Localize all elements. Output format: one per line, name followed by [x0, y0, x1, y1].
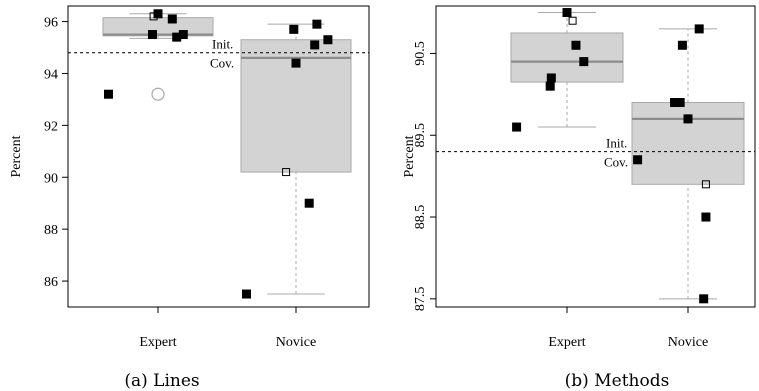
chart-panel-lines: Init. Cov. 86 88 90 92 94 96 Expert Novice Percent… [9, 5, 370, 391]
y-axis-title: Percent [9, 135, 24, 177]
data-point [323, 35, 333, 45]
mean-marker [282, 168, 291, 177]
chart-panel-methods: Init. Cov. 87.5 88.5 89.5 90.5 Expert Novice Per… [402, 5, 756, 391]
data-point [694, 24, 704, 34]
x-category-label-expert: Expert [548, 335, 585, 350]
data-point [242, 289, 251, 299]
reference-label-init: Init. [606, 136, 627, 151]
data-point [677, 40, 687, 50]
mean-marker [568, 16, 577, 25]
mean-marker [149, 12, 158, 21]
reference-label-cov: Cov. [210, 56, 234, 71]
y-tick-label: 88 [44, 223, 58, 238]
y-tick-label: 90 [44, 171, 58, 186]
data-point [675, 98, 685, 108]
y-tick-label: 89.5 [413, 123, 428, 148]
box-expert [510, 32, 624, 83]
data-point [167, 14, 177, 24]
data-point [304, 198, 314, 208]
x-category-label-expert: Expert [139, 335, 176, 350]
data-point [562, 8, 572, 18]
data-point [172, 32, 182, 42]
subfigure-caption: (a) Lines [124, 371, 199, 391]
box-expert [102, 17, 214, 37]
data-point [291, 58, 301, 68]
plot-frame [435, 5, 756, 308]
reference-label-init: Init. [212, 37, 233, 52]
data-point [310, 40, 320, 50]
y-tick-label: 94 [44, 67, 58, 82]
data-point [633, 155, 643, 165]
x-category-label-novice: Novice [276, 335, 316, 350]
y-tick-label: 90.5 [413, 41, 428, 66]
outlier-point [151, 87, 165, 101]
y-tick-label: 86 [44, 275, 58, 290]
y-tick-label: 96 [44, 16, 58, 31]
data-point [312, 19, 322, 29]
data-point [289, 24, 299, 34]
reference-label-cov: Cov. [604, 155, 628, 170]
data-point [699, 294, 709, 304]
subfigure-caption: (b) Methods [565, 371, 670, 391]
data-point [545, 81, 555, 91]
data-point [701, 212, 711, 222]
y-tick-label: 88.5 [413, 205, 428, 230]
data-point [571, 40, 581, 50]
y-tick-label: 92 [44, 119, 58, 134]
data-point [546, 73, 556, 83]
data-point [178, 30, 188, 40]
mean-marker [701, 180, 710, 189]
data-point [512, 122, 522, 132]
data-point [153, 9, 163, 19]
plot-frame [67, 5, 370, 308]
data-point [148, 30, 157, 40]
x-category-label-novice: Novice [668, 335, 708, 350]
y-tick-label: 87.5 [413, 287, 428, 312]
data-point [683, 114, 693, 124]
data-point [670, 98, 680, 108]
y-axis-title: Percent [402, 135, 417, 177]
data-point [104, 89, 113, 99]
data-point [579, 57, 589, 67]
